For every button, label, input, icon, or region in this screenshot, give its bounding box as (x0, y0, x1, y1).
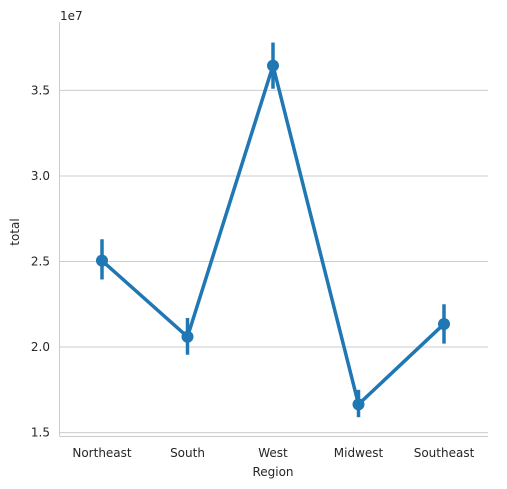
data-point (181, 330, 194, 343)
x-axis-label: Region (252, 465, 293, 479)
y-tick-label: 2.5 (31, 255, 50, 269)
y-tick-label: 1.5 (31, 426, 50, 440)
y-offset-text: 1e7 (60, 9, 83, 23)
y-tick-label: 2.0 (31, 340, 50, 354)
data-point (352, 398, 365, 411)
x-tick-label: South (170, 446, 205, 460)
y-tick-label: 3.0 (31, 169, 50, 183)
data-point (267, 59, 279, 72)
axes (59, 22, 488, 437)
x-tick-label: Midwest (334, 446, 384, 460)
x-tick-label: Northeast (72, 446, 132, 460)
y-tick-label: 3.5 (31, 83, 50, 97)
x-tick-label: West (258, 446, 288, 460)
series-line (100, 63, 446, 407)
x-tick-label: Southeast (414, 446, 475, 460)
grid-lines (60, 89, 488, 434)
y-tick-labels: 1.5 2.0 2.5 3.0 3.5 (31, 83, 50, 439)
x-tick-labels: Northeast South West Midwest Southeast (72, 446, 474, 460)
data-point (438, 317, 450, 330)
data-point (96, 254, 108, 267)
y-axis-label: total (8, 218, 22, 245)
series-total (96, 42, 450, 418)
